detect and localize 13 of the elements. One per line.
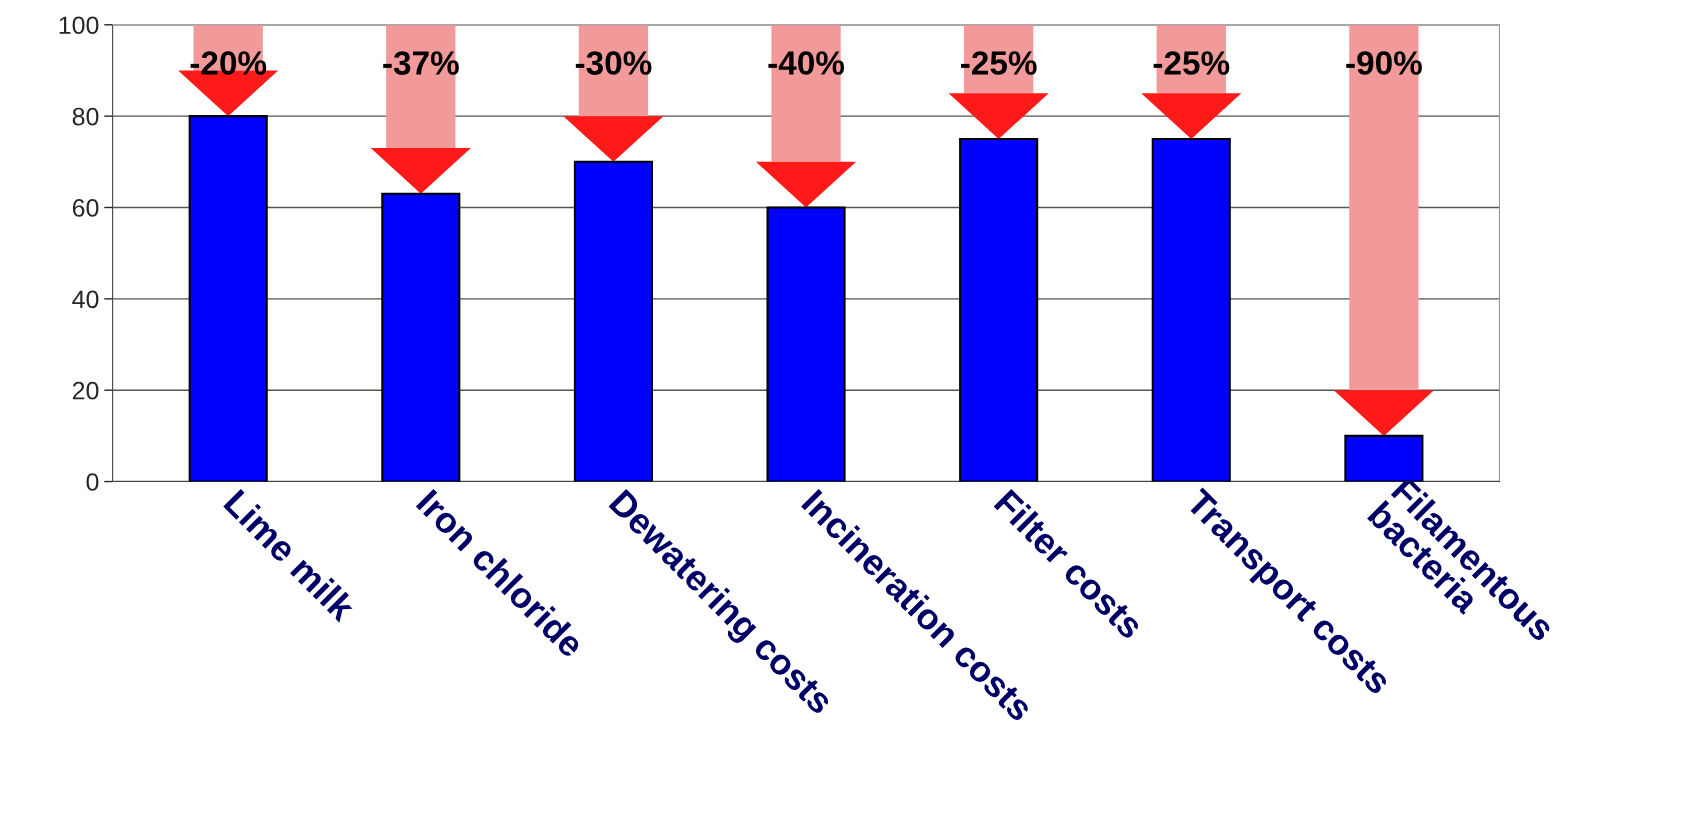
annotation: -25% [961, 51, 1037, 75]
y-tick-label: 60 [72, 199, 99, 217]
annotation: -37% [383, 51, 459, 75]
y-tick-label: 80 [72, 107, 99, 126]
annotation: -30% [575, 51, 652, 75]
y-tick-label: 20 [72, 381, 99, 400]
annotation: -90% [1346, 51, 1422, 75]
y-tick-label: 0 [86, 473, 99, 491]
y-tick-label: 40 [72, 290, 99, 309]
y-tick-label: 100 [59, 16, 99, 35]
annotation: -25% [1153, 51, 1230, 75]
annotation: -20% [190, 51, 267, 75]
annotation: -40% [768, 51, 845, 75]
